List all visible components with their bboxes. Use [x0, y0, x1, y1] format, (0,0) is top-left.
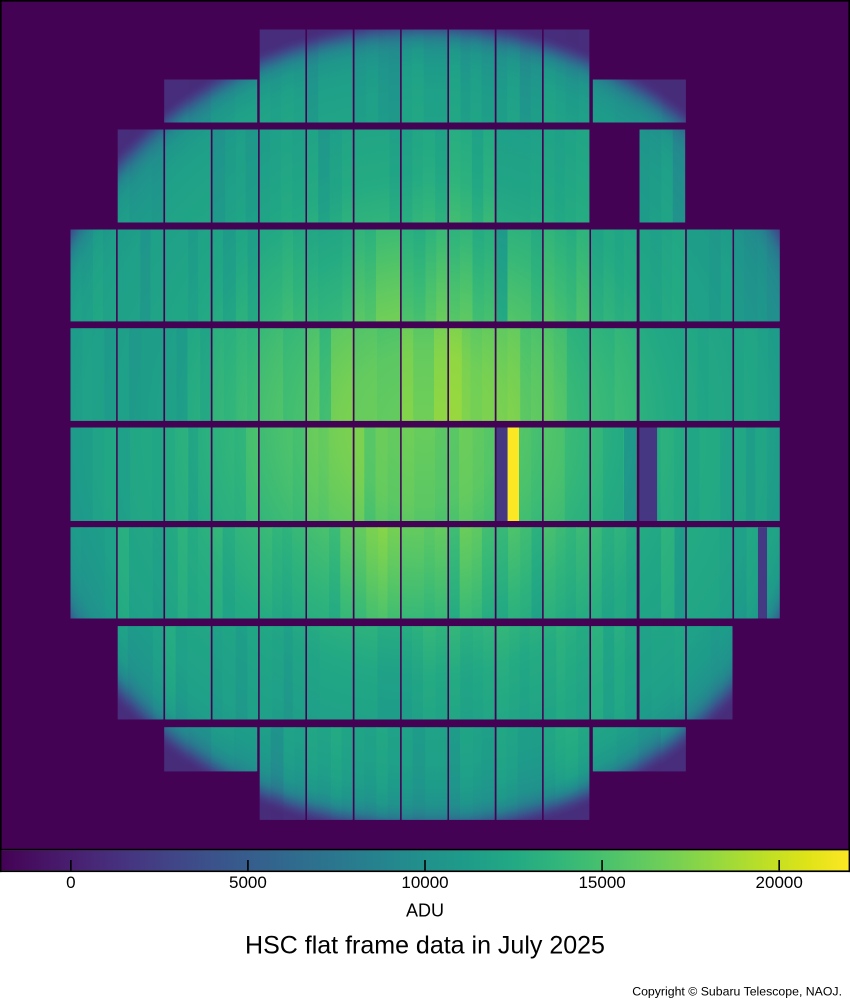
svg-text:Copyright © Subaru Telescope,: Copyright © Subaru Telescope, NAOJ.	[632, 985, 842, 999]
svg-text:HSC flat frame data in July 20: HSC flat frame data in July 2025	[245, 932, 605, 960]
svg-text:10000: 10000	[401, 873, 448, 892]
svg-text:0: 0	[66, 873, 75, 892]
svg-text:ADU: ADU	[406, 901, 444, 921]
svg-text:20000: 20000	[756, 873, 803, 892]
svg-text:15000: 15000	[578, 873, 625, 892]
svg-text:5000: 5000	[229, 873, 267, 892]
